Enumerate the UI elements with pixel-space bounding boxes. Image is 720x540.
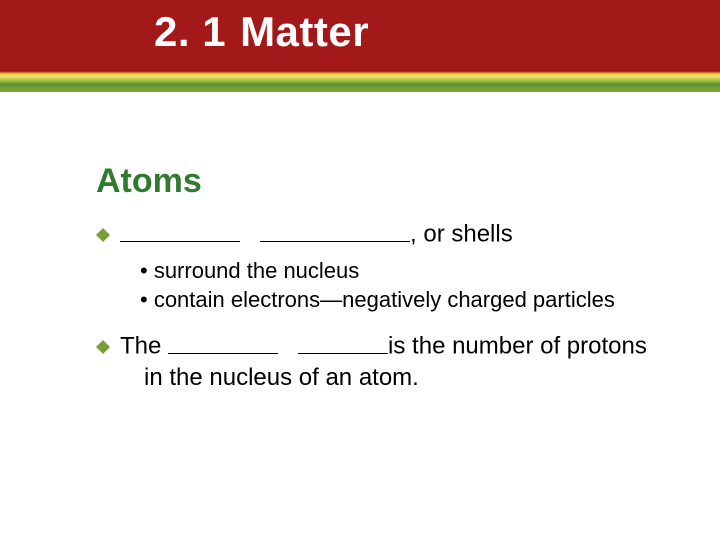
bullet-1-line: , or shells <box>120 219 615 250</box>
header-white-cap <box>0 92 720 98</box>
header-gradient <box>0 70 720 88</box>
bullet-2-lead: The <box>120 333 168 360</box>
content-body: Atoms , or shells • surround the nucleus… <box>96 162 656 392</box>
blank-1b <box>260 219 410 242</box>
bullet-2-line: The is the number of protons <box>120 331 647 362</box>
bullet-1-content: , or shells • surround the nucleus • con… <box>120 219 615 315</box>
header: 2. 1 Matter <box>0 0 720 98</box>
bullet-2-mid: is the number of protons <box>388 333 647 360</box>
bullet-1-subs: • surround the nucleus • contain electro… <box>140 256 615 315</box>
content-heading: Atoms <box>96 162 656 201</box>
bullet-1-sub-1: • contain electrons—negatively charged p… <box>140 285 615 315</box>
bullet-1-after: , or shells <box>410 221 513 248</box>
section-number: 2. 1 <box>154 8 226 55</box>
blank-2b <box>298 331 388 354</box>
diamond-icon <box>96 340 110 354</box>
bullet-2-cont: in the nucleus of an atom. <box>144 364 647 392</box>
bullet-1-sub-0: • surround the nucleus <box>140 256 615 286</box>
bullet-2: The is the number of protons in the nucl… <box>96 331 656 392</box>
slide: 2. 1 Matter Atoms , or shells • surround … <box>0 0 720 540</box>
section-title: Matter <box>240 8 369 55</box>
blank-2a <box>168 331 278 354</box>
blank-1a <box>120 219 240 242</box>
bullet-2-content: The is the number of protons in the nucl… <box>120 331 647 392</box>
header-title: 2. 1 Matter <box>154 8 369 56</box>
diamond-icon <box>96 228 110 242</box>
bullet-1: , or shells • surround the nucleus • con… <box>96 219 656 315</box>
